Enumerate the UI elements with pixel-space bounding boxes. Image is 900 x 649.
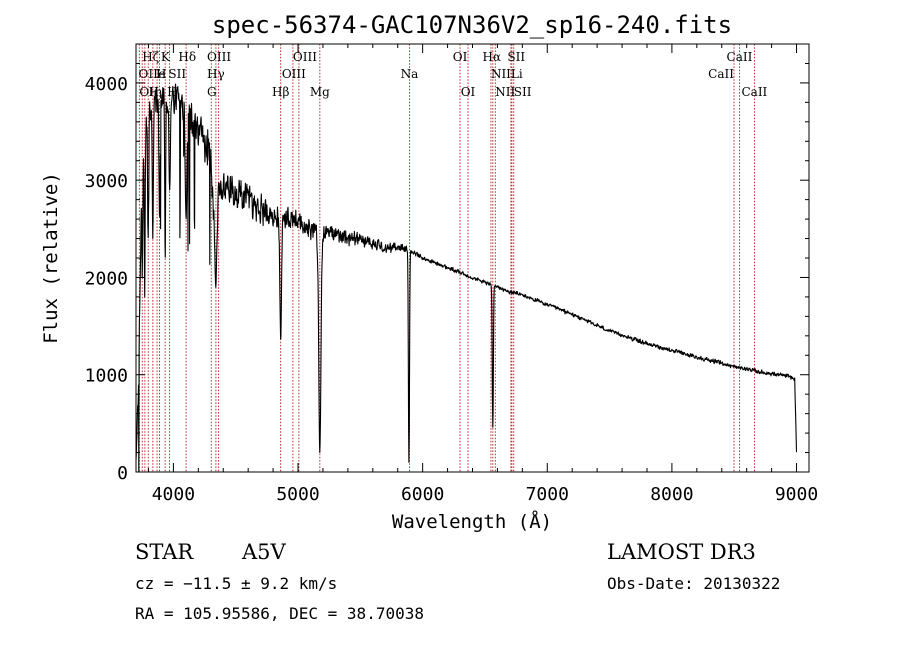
spectral-line-label: K [161, 50, 171, 64]
x-tick-label: 9000 [775, 484, 818, 505]
spectral-line-label: η [155, 85, 162, 99]
spectral-line-label: SII [507, 50, 525, 64]
y-tick-label: 0 [117, 463, 128, 484]
spectral-line-label: OIII [282, 67, 306, 81]
spectral-line-label: CaII [708, 67, 734, 81]
spectral-line-markers [138, 44, 755, 472]
y-tick-label: 4000 [85, 74, 128, 95]
survey-name: LAMOST DR3 [607, 540, 756, 564]
spectral-line-label: Hα [482, 50, 501, 64]
y-tick-label: 3000 [85, 171, 128, 192]
spectral-line-label: e [158, 67, 165, 81]
spectral-line-label: OIII [293, 50, 317, 64]
spectral-line-label: OII [138, 67, 158, 81]
object-subclass: A5V [241, 540, 287, 564]
spectral-line-label: NII [495, 85, 515, 99]
spectral-line-label: G [207, 85, 217, 99]
y-axis: 0 1000 2000 3000 4000 [85, 43, 809, 484]
y-tick-label: 2000 [85, 268, 128, 289]
plot-frame [135, 43, 810, 473]
x-tick-label: 4000 [152, 484, 195, 505]
y-tick-label: 1000 [85, 366, 128, 387]
spectral-line-label: Li [511, 67, 523, 81]
spectral-line-label: OI [461, 85, 476, 99]
spectral-line-label: Hγ [207, 67, 225, 81]
spectral-line-label: H [148, 85, 158, 99]
spectral-line-label: Hβ [272, 85, 289, 99]
x-axis-label: Wavelength (Å) [392, 510, 552, 533]
x-tick-label: 6000 [401, 484, 444, 505]
spectral-line-label: SII [168, 67, 186, 81]
spectral-line-label: Hζ [142, 50, 159, 64]
spectral-line-label: OIII [207, 50, 231, 64]
x-tick-label: 7000 [526, 484, 569, 505]
spectral-line-label: Na [401, 67, 419, 81]
spectral-line-label: OII [139, 85, 159, 99]
sky-coordinates: RA = 105.95586, DEC = 38.70038 [135, 604, 424, 623]
spectral-line-label: SII [514, 85, 532, 99]
chart-title: spec-56374-GAC107N36V2_sp16-240.fits [212, 11, 732, 39]
x-tick-label: 8000 [650, 484, 693, 505]
spectral-line-label: CaII [727, 50, 753, 64]
spectral-line-label: NII [491, 67, 511, 81]
object-class: STAR [135, 540, 194, 564]
observation-date: Obs-Date: 20130322 [607, 574, 780, 593]
x-axis: 4000 5000 6000 7000 8000 9000 [147, 44, 818, 505]
spectral-line-label: H [156, 67, 166, 81]
spectral-line-label: Hδ [178, 50, 196, 64]
spectral-line-label: CaII [741, 85, 767, 99]
spectrum-line [135, 83, 798, 473]
redshift-velocity: cz = −11.5 ± 9.2 km/s [135, 574, 337, 593]
spectral-line-label: OI [453, 50, 468, 64]
spectral-line-label: Mg [310, 85, 330, 99]
x-tick-label: 5000 [276, 484, 319, 505]
y-axis-label: Flux (relative) [40, 172, 62, 344]
